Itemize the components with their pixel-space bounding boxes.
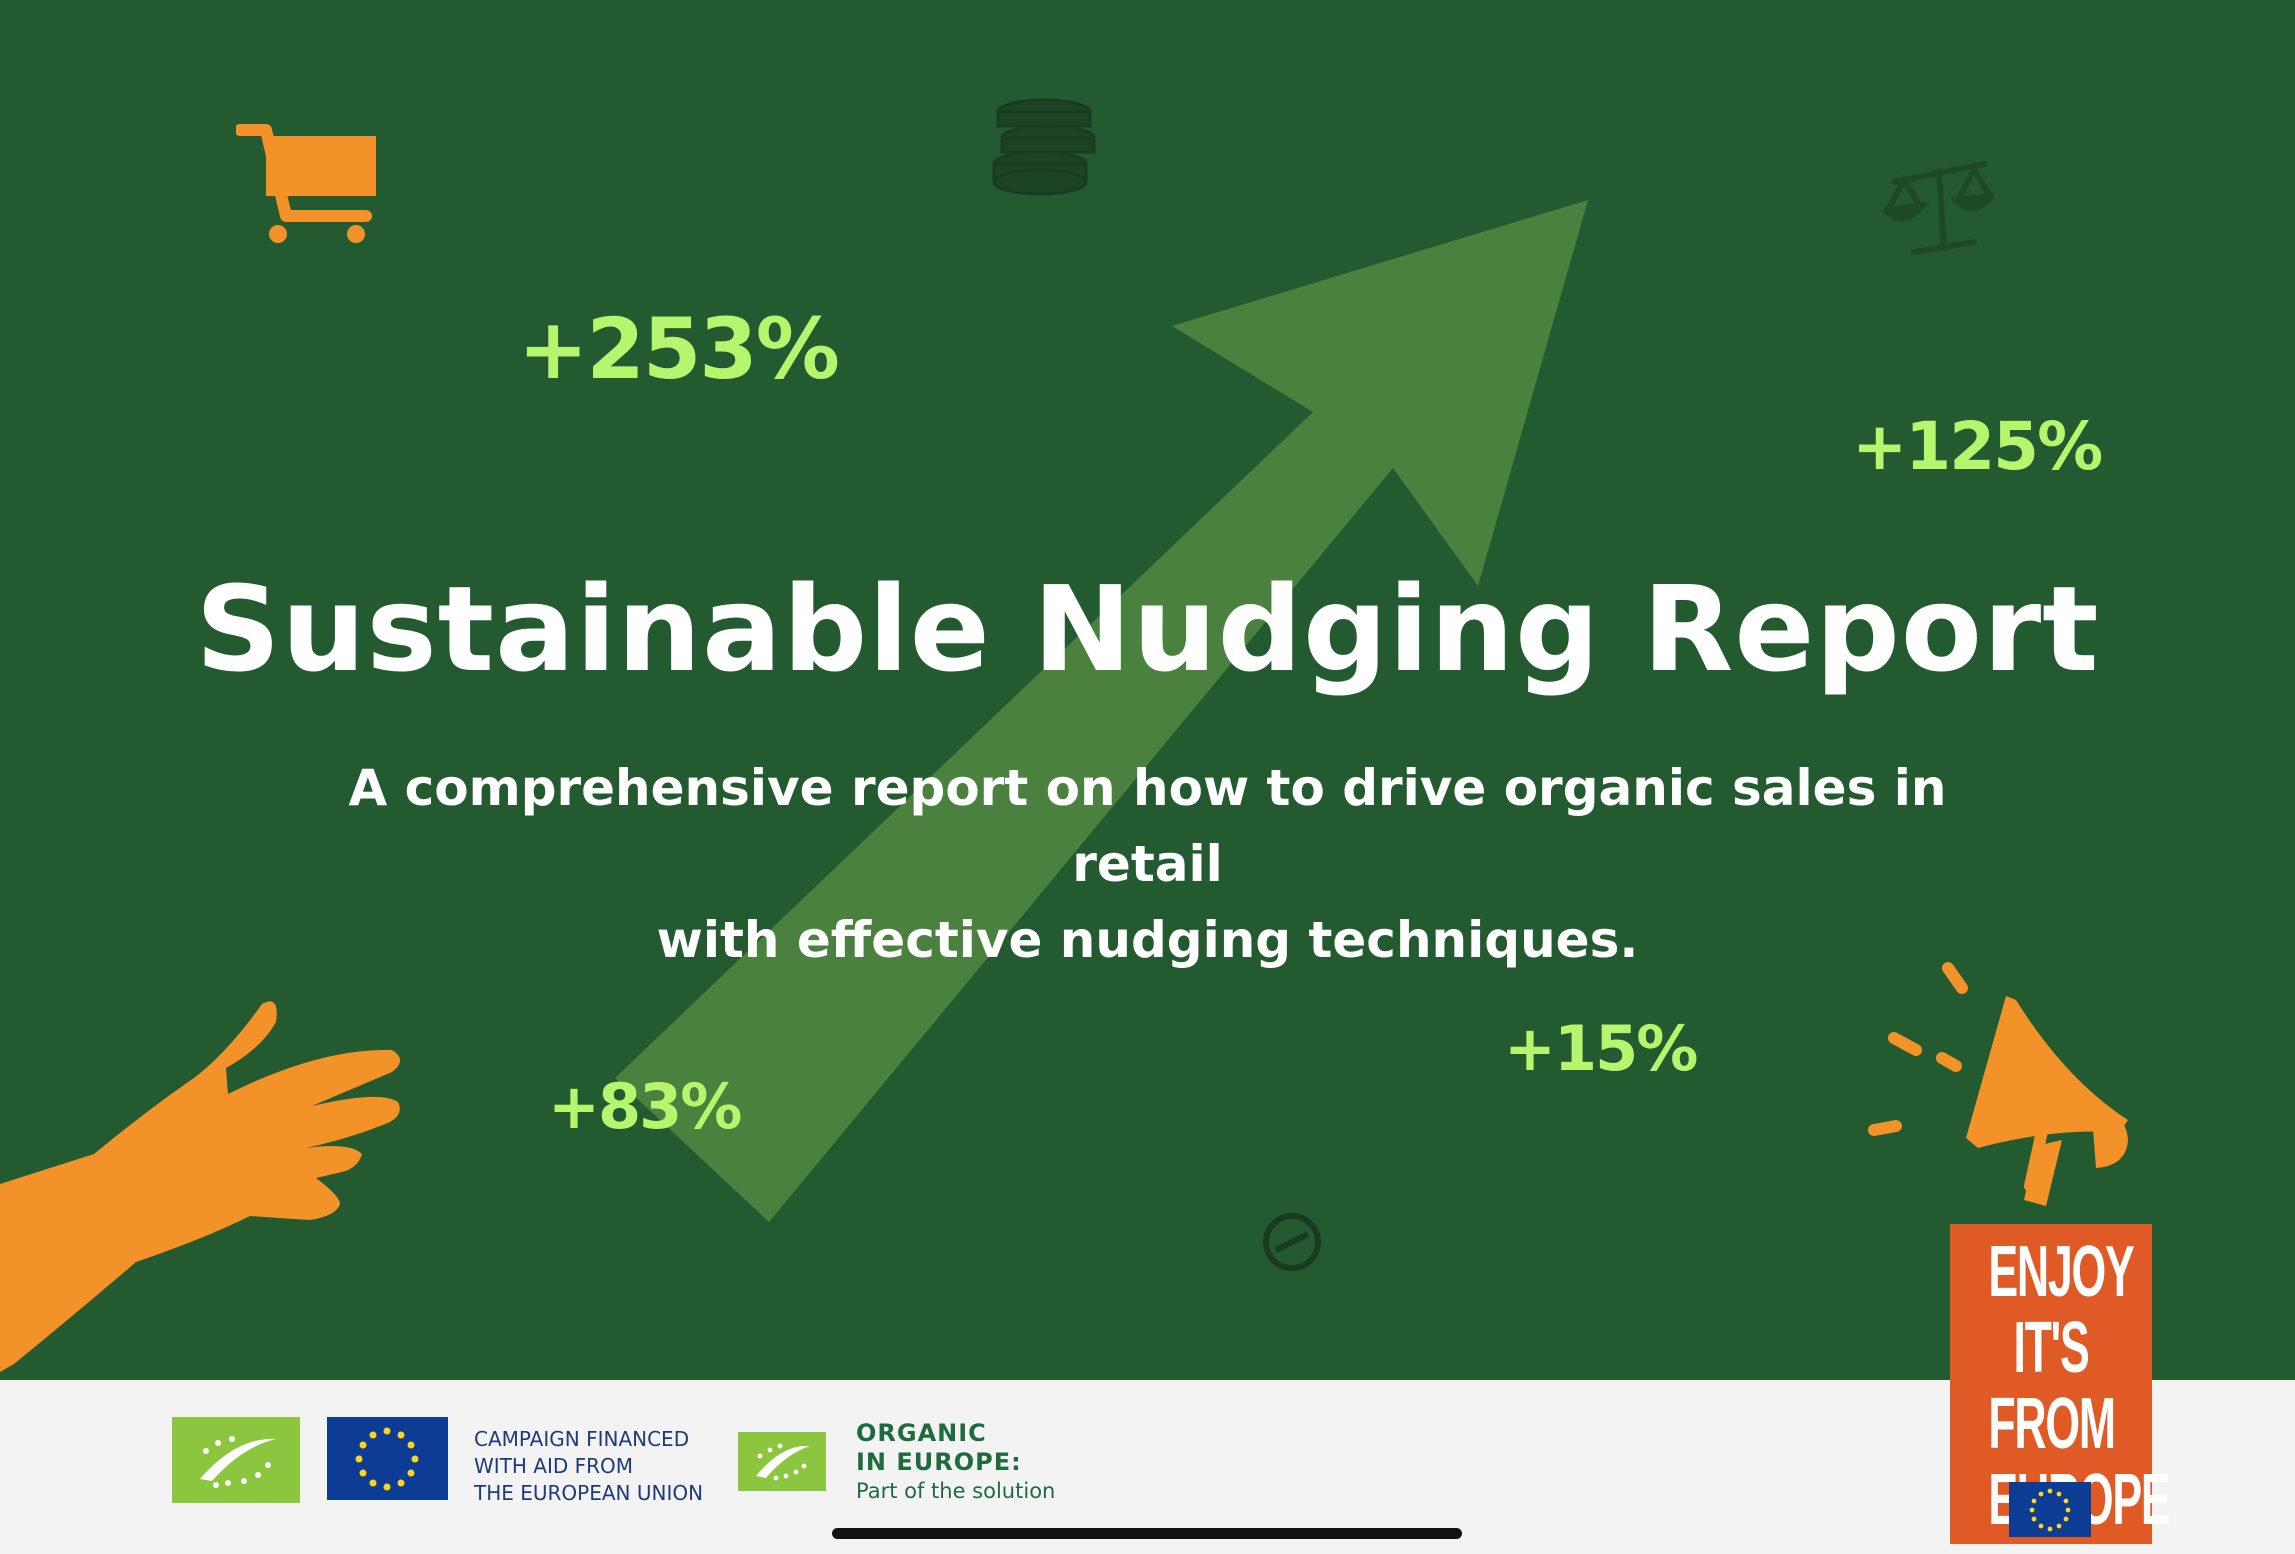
page-subtitle: A comprehensive report on how to drive o… <box>330 750 1965 978</box>
campaign-line-2: WITH AID FROM <box>474 1454 634 1478</box>
badge-line-1: ENJOY <box>1988 1232 2134 1312</box>
organic-line-2: IN EUROPE: <box>856 1448 1022 1476</box>
stat-83: +83% <box>548 1070 742 1143</box>
badge-line-2: IT'S FROM <box>1988 1308 2116 1464</box>
subtitle-line-1: A comprehensive report on how to drive o… <box>348 759 1947 893</box>
coin-stack-icon <box>992 98 1096 196</box>
subtitle-line-2: with effective nudging techniques. <box>656 911 1639 969</box>
hero-banner: +253% +125% +83% +15% Sustainable Nudgin… <box>0 98 2128 1372</box>
trend-arrow-icon <box>615 200 1588 1222</box>
page-title: Sustainable Nudging Report <box>195 560 2100 698</box>
organic-line-1: ORGANIC <box>856 1419 987 1447</box>
badge-text: ENJOY IT'S FROM EUROPE <box>1988 1232 2170 1538</box>
shopping-cart-icon <box>236 124 376 243</box>
scales-icon <box>1884 161 1994 255</box>
campaign-line-1: CAMPAIGN FINANCED <box>474 1427 690 1451</box>
hand-icon <box>0 1001 400 1372</box>
eu-flag-icon <box>327 1417 448 1500</box>
stat-253: +253% <box>518 300 840 398</box>
home-indicator[interactable] <box>832 1528 1462 1539</box>
stat-125: +125% <box>1852 408 2103 485</box>
megaphone-icon <box>1868 962 2128 1206</box>
campaign-line-3: THE EUROPEAN UNION <box>474 1481 704 1505</box>
stat-15: +15% <box>1504 1012 1698 1085</box>
enjoy-europe-badge: ENJOY IT'S FROM EUROPE <box>1950 1224 2171 1544</box>
organic-in-europe-title: ORGANIC IN EUROPE: <box>856 1419 1022 1477</box>
organic-subtitle: Part of the solution <box>856 1479 1056 1503</box>
campaign-text: CAMPAIGN FINANCED WITH AID FROM THE EURO… <box>474 1426 703 1507</box>
organic-leaf-icon <box>738 1432 826 1491</box>
badge-eu-flag-icon <box>2009 1482 2091 1537</box>
eu-organic-leaf-icon <box>172 1417 300 1503</box>
no-sign-icon <box>1263 1213 1321 1271</box>
